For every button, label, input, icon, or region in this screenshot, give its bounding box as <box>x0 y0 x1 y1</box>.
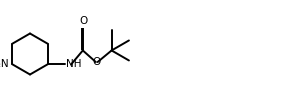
Text: O: O <box>79 16 88 26</box>
Text: NH: NH <box>66 59 81 69</box>
Text: O: O <box>92 57 101 67</box>
Text: H₂N: H₂N <box>0 59 8 69</box>
